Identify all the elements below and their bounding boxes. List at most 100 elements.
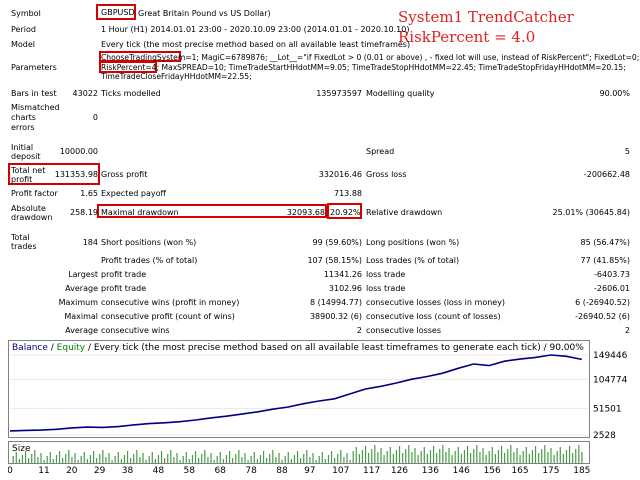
- size-bar: [99, 454, 101, 463]
- x-tick-label: 146: [453, 466, 470, 476]
- size-bar: [83, 452, 85, 463]
- gross-loss-label: Gross loss: [366, 170, 407, 179]
- size-bar: [114, 456, 116, 463]
- size-bar: [40, 453, 42, 463]
- highlight-max-drawdown-pct: [327, 203, 362, 219]
- quality-value: 90.00%: [599, 89, 630, 98]
- size-bar: [491, 447, 493, 463]
- size-bar: [463, 450, 466, 463]
- legend-balance: Balance: [12, 343, 48, 353]
- size-bar: [71, 457, 73, 463]
- size-bar: [198, 458, 200, 463]
- size-bar: [578, 445, 580, 463]
- short-positions-label: Short positions (won %): [101, 238, 197, 247]
- param-risk-percent: RiskPercent=4: [101, 63, 157, 72]
- size-bar: [349, 460, 351, 463]
- mismatch-label-1: Mismatched: [11, 103, 60, 112]
- main-plot-frame: [8, 340, 590, 438]
- size-bar: [235, 454, 237, 463]
- size-bar: [445, 452, 447, 463]
- size-bar: [380, 448, 382, 463]
- model-value: Every tick (the most precise method base…: [101, 40, 411, 49]
- size-bar: [448, 448, 450, 463]
- size-bar: [272, 450, 274, 463]
- size-bar: [429, 450, 432, 463]
- size-bar: [408, 445, 410, 463]
- size-bar: [553, 455, 555, 463]
- size-plot-frame: [8, 441, 590, 464]
- size-bar: [525, 447, 527, 463]
- size-bar: [562, 454, 564, 463]
- size-bar: [62, 458, 64, 463]
- abs-drawdown-value: 258.19: [70, 208, 98, 217]
- model-label: Model: [11, 40, 36, 49]
- x-tick-label: 117: [363, 466, 380, 476]
- ticks-value: 135973597: [316, 89, 362, 98]
- size-bar: [201, 454, 203, 463]
- size-bar: [290, 459, 292, 463]
- size-bar: [559, 447, 561, 463]
- y-tick-label: 2528: [593, 431, 616, 441]
- size-bar: [494, 454, 496, 463]
- size-bar: [479, 452, 481, 463]
- size-bar: [68, 450, 70, 463]
- bars-value: 43022: [72, 89, 98, 98]
- size-bar: [266, 458, 268, 463]
- size-bar: [374, 445, 376, 463]
- size-bar: [451, 455, 453, 463]
- size-bar: [352, 451, 354, 463]
- size-bar: [432, 446, 435, 463]
- x-tick-label: 58: [184, 466, 196, 476]
- size-bar: [439, 449, 441, 463]
- largest-profit-value: 11341.26: [323, 270, 362, 279]
- size-bar: [167, 454, 169, 463]
- x-tick-label: 11: [38, 466, 49, 476]
- avg-cons-wins-value: 2: [356, 326, 362, 335]
- y-tick-label: 51501: [593, 404, 622, 414]
- size-bar: [219, 452, 221, 463]
- symbol-code: GBPUSD: [101, 8, 135, 17]
- size-bar: [24, 451, 27, 463]
- size-bar: [346, 453, 348, 463]
- size-bar: [244, 453, 246, 463]
- size-bar: [207, 457, 209, 463]
- size-bar: [392, 454, 394, 463]
- param-line-2-rest: ; MaxSPREAD=10; TimeTradeStartHHdotMM=9.…: [156, 63, 626, 72]
- size-bar: [398, 446, 401, 463]
- size-bar: [182, 456, 184, 463]
- x-tick-label: 165: [511, 466, 528, 476]
- x-tick-label: 126: [391, 466, 408, 476]
- size-bar: [148, 456, 150, 463]
- size-bar: [154, 459, 156, 463]
- size-bar: [204, 450, 206, 463]
- size-bar: [327, 455, 330, 463]
- caption-line-1: System1 TrendCatcher: [398, 8, 574, 26]
- symbol-name: Great Britain Pound vs US Dollar): [138, 9, 271, 18]
- abs-drawdown-label-2: drawdown: [11, 213, 53, 222]
- size-bar: [18, 459, 20, 463]
- size-bar: [513, 452, 515, 463]
- highlight-symbol: [96, 4, 136, 20]
- deposit-label-1: Initial: [11, 143, 34, 152]
- spread-label: Spread: [366, 147, 395, 156]
- total-trades-value: 184: [82, 238, 98, 247]
- size-bar: [516, 448, 518, 463]
- size-bar: [457, 447, 459, 463]
- size-bar: [145, 460, 147, 463]
- avg-cons-wins-label: consecutive wins: [101, 326, 170, 335]
- total-trades-label-2: trades: [11, 242, 37, 251]
- net-profit-label-1: Total net: [11, 166, 46, 175]
- legend-equity: Equity: [57, 343, 86, 353]
- param-line-1-rest: ; MagiC=6789876; __Lot__="if FixedLot > …: [196, 53, 640, 62]
- bars-label: Bars in test: [11, 89, 57, 98]
- legend-separator: /: [48, 343, 57, 353]
- size-bar: [538, 453, 540, 463]
- size-bar: [361, 450, 364, 463]
- size-bar: [34, 450, 36, 463]
- net-profit-label-2: profit: [11, 175, 33, 184]
- size-bar: [92, 451, 95, 463]
- rel-drawdown-label: Relative drawdown: [366, 208, 443, 217]
- size-bar: [133, 454, 135, 463]
- gross-profit-value: 332016.46: [318, 170, 362, 179]
- size-bar: [411, 452, 413, 463]
